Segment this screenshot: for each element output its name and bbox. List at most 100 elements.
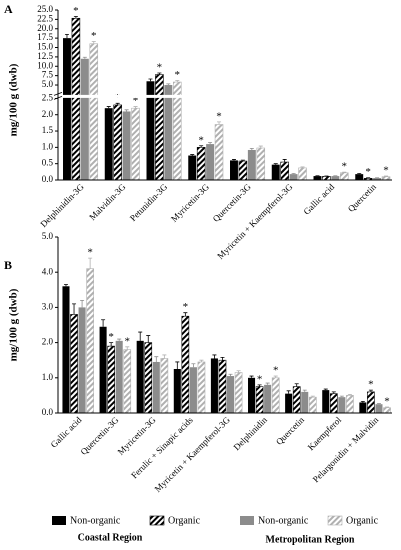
x-tick-label: Petunidin-3G bbox=[128, 181, 170, 223]
significance-mark: * bbox=[124, 335, 130, 347]
significance-mark: * bbox=[87, 247, 93, 259]
legend-group-label: Metropolitan Region bbox=[266, 534, 355, 545]
x-tick-label: Delphinidin-3G bbox=[38, 181, 86, 229]
bar bbox=[188, 155, 197, 180]
error-bar bbox=[273, 375, 278, 378]
significance-mark: * bbox=[257, 373, 263, 385]
x-tick-label: Quercetin-3G bbox=[211, 181, 253, 223]
error-bar bbox=[208, 142, 213, 145]
bar bbox=[313, 176, 322, 180]
significance-mark: * bbox=[157, 62, 163, 74]
bar bbox=[355, 174, 364, 180]
error-bar bbox=[366, 177, 371, 179]
error-bar bbox=[323, 388, 328, 391]
y-tick-label: 5.0 bbox=[42, 231, 54, 241]
error-bar bbox=[286, 390, 291, 394]
legend-swatch bbox=[52, 516, 66, 525]
y-tick-label: 7.5 bbox=[42, 70, 54, 80]
legend-label: Non-organic bbox=[70, 515, 121, 526]
y-tick-label: 3.0 bbox=[42, 301, 54, 311]
error-bar bbox=[265, 382, 270, 385]
bar bbox=[122, 111, 131, 180]
bar bbox=[144, 342, 153, 414]
bar bbox=[292, 386, 301, 414]
legend-label: Organic bbox=[168, 515, 201, 526]
y-axis-label: mg/100 g (dwb) bbox=[8, 288, 20, 361]
bar bbox=[63, 38, 71, 181]
legend-label: Non-organic bbox=[258, 515, 309, 526]
bar bbox=[234, 372, 243, 414]
error-bar bbox=[199, 145, 204, 148]
error-bar bbox=[133, 106, 138, 109]
error-bar bbox=[73, 15, 78, 19]
significance-mark: * bbox=[216, 110, 222, 122]
bar bbox=[289, 174, 298, 180]
error-bar bbox=[162, 354, 167, 359]
y-tick-label: 1.5 bbox=[42, 125, 54, 135]
x-tick-label: Quercetin bbox=[274, 414, 307, 447]
bar bbox=[248, 377, 256, 413]
bar bbox=[136, 340, 144, 413]
bar bbox=[62, 286, 70, 413]
bar bbox=[346, 395, 354, 414]
bar bbox=[367, 391, 375, 414]
significance-mark: * bbox=[73, 5, 79, 17]
x-tick-label: Malvidin-3G bbox=[87, 181, 128, 222]
bar bbox=[340, 172, 349, 181]
significance-mark: * bbox=[365, 166, 371, 178]
legend-swatch bbox=[327, 515, 343, 526]
error-bar bbox=[347, 393, 352, 396]
y-tick-label: 2.0 bbox=[42, 337, 54, 347]
significance-mark: * bbox=[383, 165, 389, 177]
x-tick-label: Ferulic + Sinapic acids bbox=[129, 414, 195, 480]
bar bbox=[359, 402, 367, 413]
error-bar bbox=[385, 406, 390, 408]
error-bar bbox=[175, 361, 180, 369]
y-tick-label: 12.5 bbox=[37, 51, 53, 61]
bar bbox=[271, 164, 280, 180]
y-tick-label: 17.5 bbox=[37, 32, 53, 42]
y-tick-label: 25.0 bbox=[37, 4, 53, 14]
bar bbox=[206, 144, 215, 180]
x-tick-label: Delphinidin bbox=[232, 414, 270, 452]
error-bar bbox=[154, 356, 159, 362]
significance-mark: * bbox=[342, 161, 348, 173]
error-bar bbox=[175, 80, 180, 83]
bar bbox=[298, 167, 307, 181]
bar bbox=[131, 107, 140, 181]
bar bbox=[173, 369, 181, 413]
error-bar bbox=[64, 33, 69, 39]
bar bbox=[285, 393, 293, 413]
error-bar bbox=[220, 356, 225, 361]
bar bbox=[181, 315, 190, 414]
legend-swatch bbox=[240, 516, 254, 525]
error-bar bbox=[257, 384, 262, 387]
bar bbox=[160, 358, 169, 414]
x-tick-label: Gallic acid bbox=[49, 414, 84, 449]
bar bbox=[230, 160, 238, 180]
error-bar bbox=[115, 102, 120, 105]
error-bar bbox=[258, 145, 263, 149]
y-tick-label: 1.0 bbox=[42, 372, 54, 382]
bar bbox=[155, 74, 164, 181]
legend-swatch bbox=[149, 515, 165, 526]
bar bbox=[280, 161, 289, 181]
significance-mark: * bbox=[91, 30, 97, 42]
y-tick-label: 20.0 bbox=[37, 23, 53, 33]
error-bar bbox=[273, 163, 278, 165]
bar bbox=[115, 340, 123, 413]
bar bbox=[152, 361, 160, 413]
bar bbox=[256, 147, 266, 181]
x-tick-label: Pelargonidin + Malvidin bbox=[311, 414, 381, 484]
bar bbox=[164, 85, 173, 180]
bar bbox=[197, 361, 206, 414]
y-tick-label: 10.0 bbox=[37, 60, 53, 70]
error-bar bbox=[300, 166, 305, 168]
error-bar bbox=[368, 389, 373, 392]
bar bbox=[227, 376, 235, 413]
error-bar bbox=[125, 346, 130, 350]
error-bar bbox=[342, 171, 347, 173]
error-bar bbox=[199, 359, 204, 362]
y-tick-label: 15.0 bbox=[37, 42, 53, 52]
